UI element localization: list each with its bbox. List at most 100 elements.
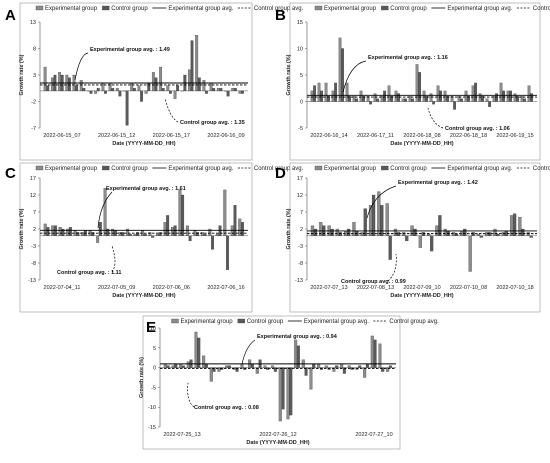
bar-experimental [209,82,213,92]
annotation-control-avg: Control group avg. : 1.06 [445,126,510,132]
bar-control [296,345,300,368]
y-axis-title: Growth rate (%) [139,357,145,398]
legend-experimental-bar-swatch [314,5,323,11]
bar-control [166,365,170,368]
annotation-control-avg: Control group avg. : 0.08 [194,405,259,411]
y-tick-label: 2 [33,227,36,233]
bar-control [380,205,384,236]
bar-control [166,215,170,236]
panel-frame [142,315,401,450]
y-axis-title: Growth rate (%) [19,208,25,249]
bar-control [381,367,385,372]
bar-control [197,77,201,92]
bar-control [348,96,352,102]
annotation-experimental-leader [97,191,113,229]
bar-experimental [518,216,522,236]
bar-experimental [130,82,134,92]
panel-b: B Experimental group Control group Experime… [275,2,550,161]
panel-frame [19,2,253,161]
bar-control [111,88,115,92]
bar-control [330,228,334,236]
legend-experimental-avg-label: Experimental group avg. [168,6,233,12]
bar-control [125,90,129,126]
bar-control [390,96,394,102]
legend-control-bar-label: Control group [390,166,427,172]
bar-control [151,235,155,238]
bar-experimental [215,233,219,236]
bar-experimental [468,235,472,272]
bar-experimental [317,82,321,102]
bar-experimental [137,85,141,92]
bar-experimental [335,228,339,236]
bar-experimental [151,72,155,92]
x-tick-label: 2022-06-15_17 [153,133,190,139]
bar-control [521,228,525,236]
x-tick-label: 2022-06-17_11 [357,133,394,139]
bar-control [388,365,392,368]
panel-a: A Experimental group Control group Experime… [5,2,304,161]
legend-control-avg-label: Control group avg. [389,319,439,325]
legend-control-avg-label: Control group avg. [254,166,304,172]
x-tick-label: 2022-06-18_08 [403,133,440,139]
bar-experimental [159,66,163,92]
y-tick-label: 17 [297,176,303,182]
bar-experimental [385,203,389,236]
bar-experimental [345,82,349,102]
bar-experimental [370,335,374,368]
bar-experimental [58,72,62,92]
panel-letter: D [275,165,286,182]
bar-experimental [378,343,382,368]
bar-control [205,90,208,94]
bar-experimental [506,90,510,102]
bar-control [334,82,338,102]
annotation-control-leader [111,245,116,273]
bar-control [376,98,380,102]
bar-experimental [263,365,267,368]
bar-experimental [324,365,328,368]
bar-control [388,235,392,260]
bar-control [454,233,459,236]
bar-experimental [443,90,447,102]
y-tick-label: 5 [300,73,303,79]
bar-control [358,365,362,368]
bar-control [488,232,492,236]
annotation-control-leader [164,97,179,123]
x-tick-label: 2022-07-08_13 [357,285,394,291]
bar-control [355,98,359,102]
bar-experimental [194,331,198,368]
bar-experimental [415,64,419,102]
legend-experimental-avg-label: Experimental group avg. [304,319,369,325]
legend-control-bar-swatch [381,5,389,11]
bar-experimental [278,367,282,422]
annotation-experimental-leader [366,185,397,219]
bar-control [61,228,65,236]
bar-experimental [366,96,370,102]
bar-control [509,90,513,102]
x-tick-label: 2022-07-27_10 [355,432,392,438]
x-tick-label: 2022-06-15_12 [98,133,135,139]
bar-control [335,365,339,368]
y-tick-label: -13 [295,278,303,284]
bar-control [313,228,318,236]
panel-c: C Experimental group Control group Experime… [5,162,304,313]
y-tick-label: 13 [30,20,36,26]
bar-control [203,233,207,236]
bar-experimental [126,228,130,236]
y-tick-label: -8 [298,261,303,267]
y-tick-label: -10 [148,405,156,411]
bar-control [67,77,71,92]
panel-frame [289,162,541,313]
bar-experimental [148,232,152,236]
y-tick-label: -3 [298,244,303,250]
bar-control [176,85,180,92]
panel-frame [19,162,253,313]
bar-experimental [115,88,119,92]
bar-experimental [208,228,212,236]
bar-experimental [393,228,398,236]
bar-experimental [271,365,275,368]
bar-control [106,228,110,236]
bar-experimental [509,215,514,236]
y-tick-label: -2 [31,100,36,106]
bar-control [154,77,158,92]
bar-control [421,232,425,236]
